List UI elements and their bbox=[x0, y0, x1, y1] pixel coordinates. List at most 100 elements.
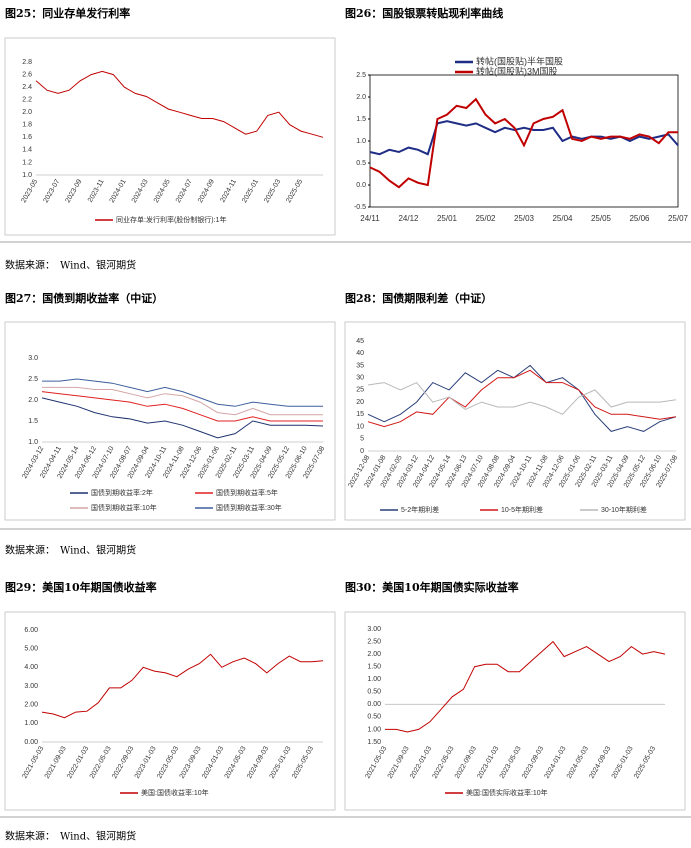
x-tick-label: 2021-05-03 bbox=[21, 745, 45, 780]
y-tick-label: 2.00 bbox=[24, 702, 38, 709]
legend-label: 国债到期收益率:5年 bbox=[216, 488, 278, 497]
x-tick-label: 25/01 bbox=[437, 214, 458, 223]
x-tick-label: 2024-07 bbox=[175, 178, 194, 204]
x-tick-label: 2022-01-03 bbox=[66, 745, 90, 780]
x-tick-label: 2025-05 bbox=[285, 178, 304, 204]
series-line bbox=[35, 70, 324, 138]
x-tick-label: 2023-11 bbox=[87, 178, 106, 203]
y-tick-label: 3.0 bbox=[28, 355, 38, 362]
series-line bbox=[41, 391, 323, 422]
x-tick-label: 2021-09-03 bbox=[44, 745, 68, 780]
x-tick-label: 2025-05-03 bbox=[291, 745, 315, 780]
y-tick-label: 10 bbox=[356, 423, 364, 430]
series-line bbox=[367, 364, 677, 432]
y-tick-label: 2.5 bbox=[356, 72, 366, 79]
y-tick-label: 25 bbox=[356, 387, 364, 394]
y-tick-label: 0.5 bbox=[356, 160, 366, 167]
y-tick-label: 1.00 bbox=[24, 720, 38, 727]
legend-label: 美国:国债收益率:10年 bbox=[141, 788, 209, 797]
legend-label: 国债到期收益率:2年 bbox=[91, 488, 153, 497]
y-tick-label: 3.00 bbox=[24, 683, 38, 690]
y-tick-label: 1.00 bbox=[367, 726, 381, 733]
x-tick-label: 24/11 bbox=[360, 214, 380, 223]
x-tick-label: 2024-05-03 bbox=[224, 745, 248, 780]
figure-title: 图29：美国10年期国债收益率 bbox=[5, 580, 157, 594]
chart-frame bbox=[344, 611, 686, 811]
y-tick-label: 2.0 bbox=[28, 397, 38, 404]
x-tick-label: 2023-09-03 bbox=[179, 745, 203, 780]
y-tick-label: 2.2 bbox=[22, 97, 32, 104]
series-line bbox=[385, 640, 666, 733]
x-tick-label: 2025-05-03 bbox=[633, 745, 657, 780]
chart-frame bbox=[344, 321, 686, 521]
y-tick-label: 5 bbox=[360, 436, 364, 443]
series-line bbox=[369, 97, 678, 189]
chart-frame bbox=[4, 611, 336, 811]
y-tick-label: 2.5 bbox=[28, 376, 38, 383]
x-tick-label: 2024-03 bbox=[131, 178, 150, 204]
figure-title: 图25：同业存单发行利率 bbox=[5, 6, 130, 20]
x-tick-label: 2021-09-03 bbox=[387, 745, 411, 780]
x-tick-label: 24/12 bbox=[398, 214, 419, 223]
y-tick-label: 15 bbox=[356, 411, 364, 418]
y-tick-label: 0.00 bbox=[367, 701, 381, 708]
series-line bbox=[367, 381, 677, 415]
y-tick-label: 2.0 bbox=[22, 109, 32, 116]
y-tick-label: 1.6 bbox=[22, 134, 32, 141]
x-tick-label: 25/07 bbox=[668, 214, 689, 223]
x-tick-label: 2024-01 bbox=[109, 178, 128, 204]
y-tick-label: 5.00 bbox=[24, 646, 38, 653]
y-tick-label: 6.00 bbox=[24, 627, 38, 634]
x-tick-label: 2023-07 bbox=[42, 178, 61, 204]
x-tick-label: 2023-05 bbox=[20, 178, 39, 204]
x-tick-label: 2025-01-03 bbox=[611, 745, 635, 780]
y-tick-label: 2.4 bbox=[22, 84, 32, 91]
y-tick-label: 1.0 bbox=[356, 138, 366, 145]
x-tick-label: 25/06 bbox=[629, 214, 650, 223]
x-tick-label: 2025-01-03 bbox=[269, 745, 293, 780]
x-tick-label: 2024-01-03 bbox=[201, 745, 225, 780]
y-tick-label: -0.5 bbox=[354, 204, 366, 211]
legend-label: 同业存单:发行利率(股份制银行):1年 bbox=[116, 215, 226, 224]
y-tick-label: 35 bbox=[356, 362, 364, 369]
figure-title: 图30：美国10年期国债实际收益率 bbox=[345, 580, 519, 594]
x-tick-label: 2023-09-03 bbox=[521, 745, 545, 780]
y-tick-label: 2.50 bbox=[367, 638, 381, 645]
y-tick-label: 4.00 bbox=[24, 664, 38, 671]
y-tick-label: 1.8 bbox=[22, 122, 32, 129]
figure-title: 图27：国债到期收益率（中证） bbox=[5, 291, 163, 305]
chart-frame bbox=[4, 37, 336, 236]
y-tick-label: 0.50 bbox=[367, 714, 381, 721]
x-tick-label: 2023-09 bbox=[65, 178, 84, 204]
legend-label: 国债到期收益率:10年 bbox=[91, 503, 157, 512]
x-tick-label: 2024-09-03 bbox=[588, 745, 612, 780]
source: 数据来源： Wind、银河期货 bbox=[5, 544, 136, 557]
series-line bbox=[42, 378, 323, 407]
y-tick-label: 1.50 bbox=[367, 739, 381, 746]
y-tick-label: 0.0 bbox=[356, 182, 366, 189]
x-tick-label: 25/04 bbox=[552, 214, 573, 223]
y-tick-label: 3.00 bbox=[367, 626, 381, 633]
legend-label: 国债到期收益率:30年 bbox=[216, 503, 282, 512]
x-tick-label: 2022-09-03 bbox=[111, 745, 135, 780]
chart-frame bbox=[4, 321, 336, 521]
x-tick-label: 2025-03 bbox=[263, 178, 282, 204]
y-tick-label: 20 bbox=[356, 399, 364, 406]
x-tick-label: 2024-09 bbox=[197, 178, 216, 204]
legend-label: 5-2年期利差 bbox=[401, 505, 439, 514]
figure-title: 图26：国股银票转贴现利率曲线 bbox=[345, 6, 503, 20]
x-tick-label: 2024-05 bbox=[153, 178, 172, 204]
x-tick-label: 2022-01-03 bbox=[409, 745, 433, 780]
x-tick-label: 2025-01 bbox=[241, 178, 260, 204]
x-tick-label: 2022-05-03 bbox=[89, 745, 113, 780]
x-tick-label: 2023-05-03 bbox=[156, 745, 180, 780]
y-tick-label: 1.0 bbox=[28, 439, 38, 446]
legend-label: 10-5年期利差 bbox=[501, 505, 543, 514]
x-tick-label: 25/02 bbox=[475, 214, 496, 223]
legend-label: 30-10年期利差 bbox=[601, 505, 647, 514]
source: 数据来源： Wind、银河期货 bbox=[5, 830, 136, 843]
y-tick-label: 30 bbox=[356, 375, 364, 382]
legend-label: 转帖(国股贴)半年国股 bbox=[476, 55, 563, 66]
